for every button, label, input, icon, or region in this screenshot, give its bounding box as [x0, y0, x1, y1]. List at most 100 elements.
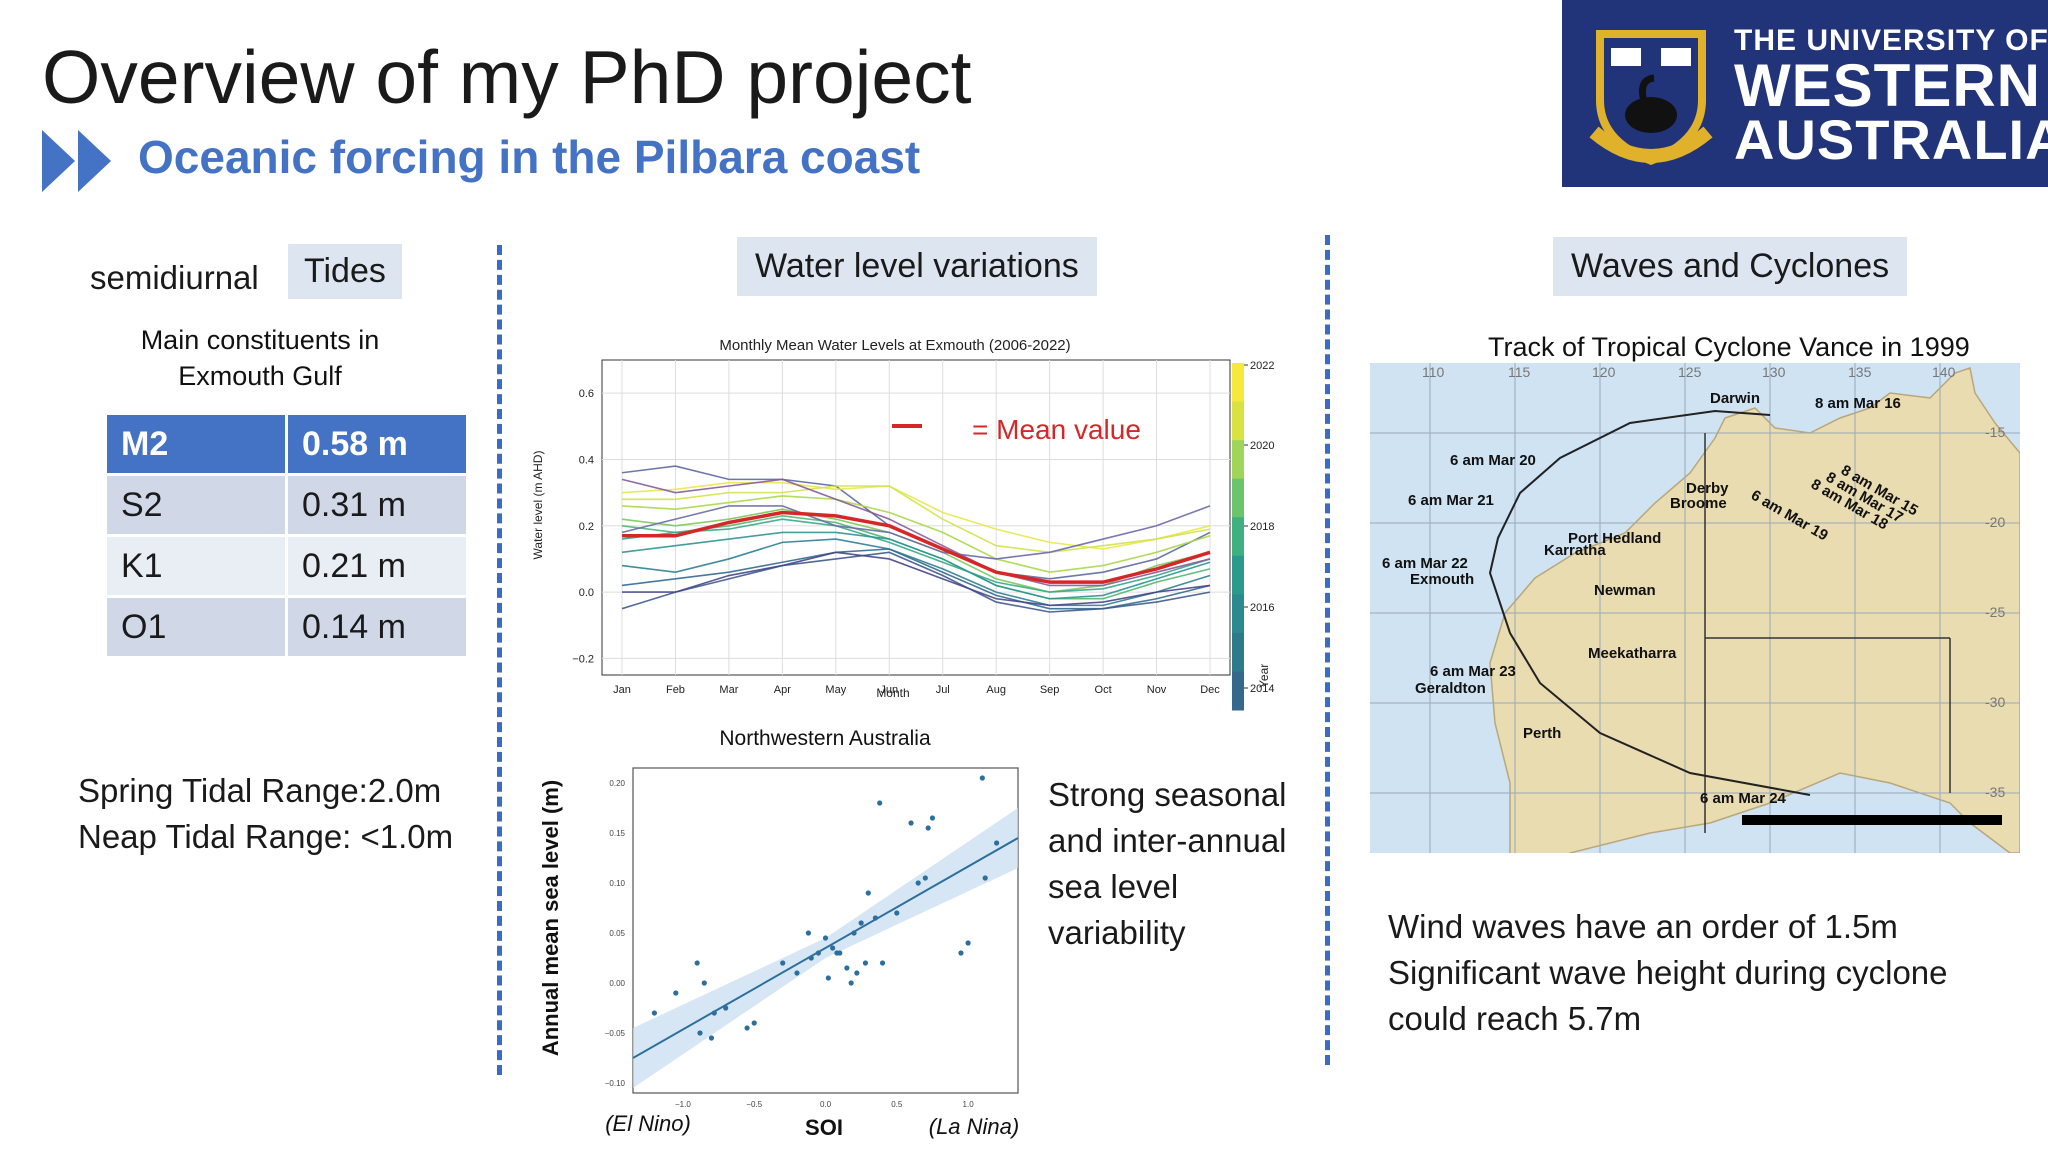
cyclone-track-map: Darwin 8 am Mar 168 am Mar 158 am Mar 178… [1370, 363, 2020, 853]
chart-title: Monthly Mean Water Levels at Exmouth (20… [719, 337, 1070, 354]
waves-text-line-1: Wind waves have an order of 1.5m [1388, 908, 1898, 945]
series-line [621, 518, 1211, 593]
map-place-label: 6 am Mar 24 [1700, 790, 1787, 807]
water-note-line-2: and inter-annual [1048, 822, 1287, 859]
series-line [622, 485, 1211, 554]
scatter-point [651, 1010, 657, 1016]
slide-subtitle: Oceanic forcing in the Pilbara coast [138, 131, 921, 183]
x-tick-label: −0.5 [746, 1100, 762, 1109]
scatter-point [958, 950, 964, 956]
latitude-tick: -25 [1985, 604, 2005, 620]
tides-prefix: semidiurnal [90, 259, 259, 296]
y-axis-label: Water level (m AHD) [531, 451, 545, 560]
table-row: O1 0.14 m [104, 595, 469, 659]
plot-frame [601, 359, 1231, 676]
colorbar-segment [1232, 517, 1244, 557]
table-row: S2 0.31 m [104, 473, 469, 537]
scatter-point [872, 915, 879, 921]
scatter-point [929, 815, 936, 821]
colorbar-tick-label: 2016 [1250, 602, 1274, 614]
colorbar-segment [1232, 478, 1244, 518]
constituent-value: 0.31 m [285, 473, 469, 537]
colorbar-label: Year [1257, 664, 1271, 688]
constituent-value: 0.21 m [285, 534, 469, 598]
series-line [621, 538, 1211, 607]
x-tick-label: 1.0 [963, 1100, 975, 1109]
university-logo: THE UNIVERSITY OF WESTERN AUSTRALIA [1562, 0, 2048, 187]
latitude-tick: -20 [1985, 514, 2005, 530]
x-tick-label: Dec [1200, 684, 1220, 696]
scatter-point [697, 1030, 703, 1036]
map-place-label: Geraldton [1415, 680, 1486, 697]
scatter-point [701, 980, 707, 986]
cyclone-track [1488, 409, 1811, 796]
x-tick-label: −1.0 [675, 1100, 691, 1109]
water-note-line-1: Strong seasonal [1048, 776, 1287, 813]
scatter-point [673, 990, 679, 996]
latitude-tick: -30 [1985, 694, 2005, 710]
series-line [621, 495, 1211, 574]
scatter-point [694, 960, 700, 966]
scatter-point [865, 890, 871, 896]
map-place-label: Karratha [1544, 542, 1606, 559]
waves-label: Waves and Cyclones [1553, 237, 1908, 296]
el-nino-note: (El Nino) [605, 1111, 691, 1136]
map-place-label: Newman [1594, 582, 1656, 599]
scatter-point [979, 775, 985, 781]
colorbar-segment [1232, 671, 1244, 711]
scatter-point [965, 940, 971, 946]
scatter-point [711, 1010, 717, 1016]
colorbar-tick-label: 2014 [1250, 683, 1274, 695]
logo-line-2: WESTERN [1734, 52, 2041, 119]
scatter-point [830, 945, 836, 951]
scatter-point [851, 930, 857, 936]
x-tick-label: Aug [986, 684, 1006, 696]
x-tick-label: Jun [880, 684, 898, 696]
constituent-name: K1 [104, 534, 288, 598]
logo-line-3: AUSTRALIA [1734, 108, 2048, 171]
scatter-point [862, 960, 869, 966]
neap-tidal-range: Neap Tidal Range: <1.0m [78, 818, 454, 855]
divider-right [1325, 235, 1330, 1065]
longitude-tick: 125 [1678, 364, 1702, 380]
colorbar-segment [1232, 632, 1244, 672]
crest-icon [1589, 30, 1713, 165]
map-title: Track of Tropical Cyclone Vance in 1999 [1488, 332, 1970, 362]
x-tick-label: Jan [613, 684, 631, 696]
slide-title: Overview of my PhD project [42, 35, 972, 119]
spring-tidal-range: Spring Tidal Range:2.0m [78, 772, 442, 809]
constituent-name: S2 [104, 473, 288, 537]
scatter-point [877, 800, 883, 806]
scatter-point [915, 880, 921, 886]
scatter-point [825, 975, 831, 981]
y-tick-label: 0.0 [579, 587, 594, 599]
logo-line-1: THE UNIVERSITY OF [1734, 24, 2048, 57]
waves-text-line-3: could reach 5.7m [1388, 1000, 1642, 1037]
scatter-point [837, 950, 843, 956]
scatter-point [794, 970, 800, 976]
scatter-point [780, 960, 786, 966]
x-tick-label: Mar [719, 684, 738, 696]
tide-constituents-table: M2 0.58 m S2 0.31 m K1 0.21 m O1 0.14 m [104, 412, 469, 659]
series-line [621, 478, 1211, 587]
longitude-tick: 140 [1932, 364, 1956, 380]
x-tick-label: Jul [936, 684, 950, 696]
map-place-label: Meekatharra [1588, 645, 1677, 662]
map-place-label: Port Hedland [1568, 530, 1661, 547]
x-tick-label: Feb [666, 684, 685, 696]
la-nina-note: (La Nina) [929, 1114, 1019, 1139]
y-tick-label: 0.20 [609, 779, 625, 788]
series-line [621, 551, 1211, 613]
constituent-value: 0.58 m [285, 412, 469, 476]
longitude-tick: 110 [1422, 364, 1445, 380]
colorbar-tick-label: 2018 [1250, 521, 1274, 533]
map-place-label: 8 am Mar 16 [1815, 395, 1901, 412]
scatter-point [994, 840, 1000, 846]
colorbar-segment [1232, 440, 1244, 480]
water-note: Strong seasonal and inter-annual sea lev… [1048, 772, 1287, 956]
scatter-point [744, 1025, 750, 1031]
x-axis-label: Month [876, 686, 909, 700]
colorbar-tick-label: 2020 [1250, 440, 1274, 452]
waves-text: Wind waves have an order of 1.5m Signifi… [1388, 904, 1948, 1042]
tides-label: Tides [288, 244, 402, 299]
